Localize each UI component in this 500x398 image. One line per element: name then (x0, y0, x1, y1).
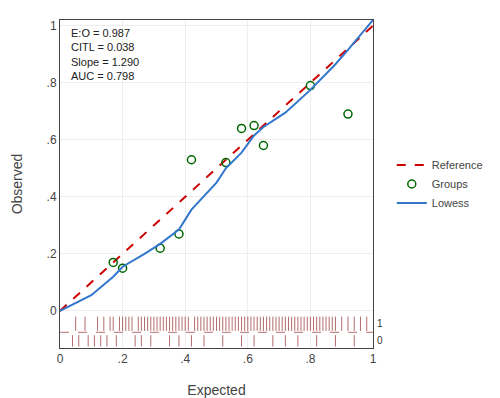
svg-text:.4: .4 (180, 352, 190, 366)
svg-text:.6: .6 (47, 133, 57, 147)
svg-text:Reference: Reference (432, 159, 483, 171)
svg-text:0: 0 (50, 304, 57, 318)
svg-text:1: 1 (370, 352, 377, 366)
svg-text:Lowess: Lowess (432, 197, 470, 209)
svg-text:.2: .2 (118, 352, 128, 366)
svg-text:1: 1 (377, 318, 383, 329)
svg-text:.4: .4 (47, 190, 57, 204)
svg-text:Groups: Groups (432, 178, 469, 190)
svg-text:.2: .2 (47, 247, 57, 261)
svg-text:.6: .6 (243, 352, 253, 366)
svg-text:.8: .8 (47, 76, 57, 90)
svg-text:E:O = 0.987CITL = 0.038Slope =: E:O = 0.987CITL = 0.038Slope = 1.290AUC … (71, 27, 139, 82)
svg-text:.8: .8 (305, 352, 315, 366)
svg-text:Observed: Observed (9, 154, 25, 215)
svg-text:0: 0 (377, 335, 383, 346)
svg-text:0: 0 (57, 352, 64, 366)
svg-text:Expected: Expected (187, 382, 245, 398)
svg-text:1: 1 (50, 19, 57, 33)
